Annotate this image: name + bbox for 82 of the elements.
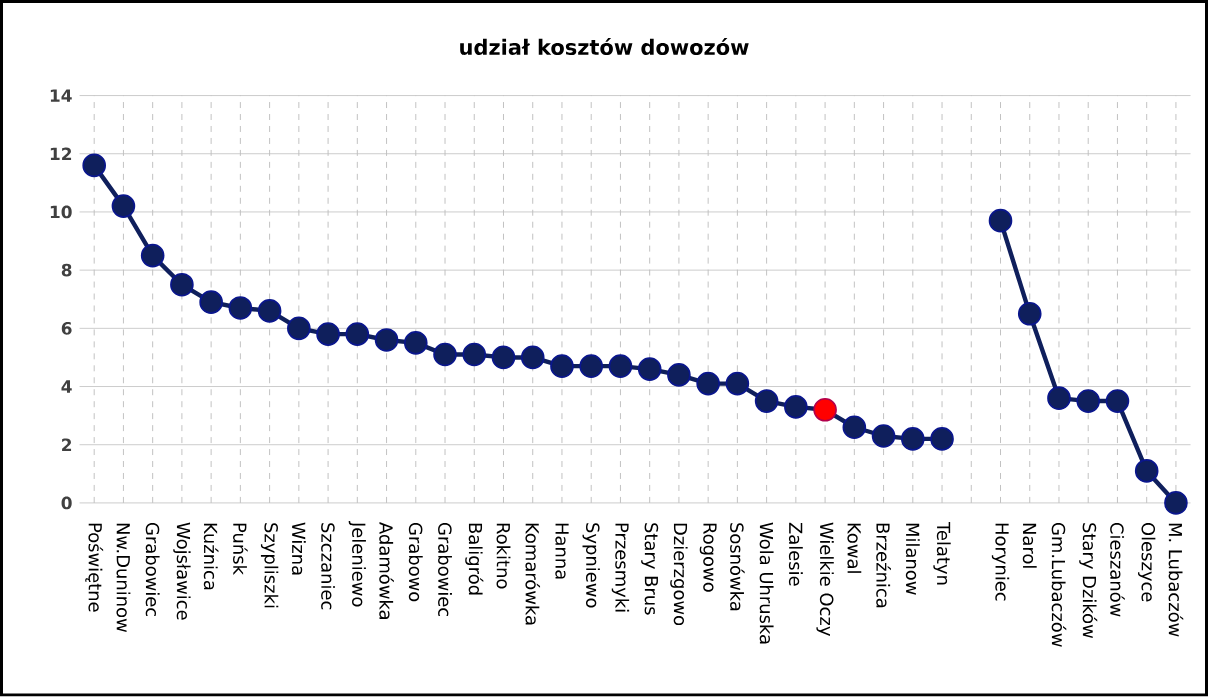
x-tick-label: Sypniewo xyxy=(582,523,600,608)
point xyxy=(637,357,662,382)
point xyxy=(871,424,896,448)
point xyxy=(667,363,691,387)
x-tick-label: Szczaniec xyxy=(321,523,336,610)
point xyxy=(696,372,720,396)
x-tick-label: Nw.Duninow xyxy=(116,523,131,633)
x-tick-label: Wojsławice xyxy=(173,522,191,620)
x-tick-label: Grabowiec xyxy=(145,523,160,617)
x-tick-label: Gm.Lubaczów xyxy=(1051,523,1067,647)
point xyxy=(1105,389,1130,414)
x-tick-label: Grabowiec xyxy=(438,523,452,617)
point xyxy=(900,427,925,451)
y-tick-label: 6 xyxy=(61,322,72,335)
y-tick-label: 4 xyxy=(61,380,72,393)
point xyxy=(784,395,808,419)
point xyxy=(813,398,837,422)
x-tick-label: Wielkie Oczy xyxy=(816,522,834,637)
point xyxy=(930,427,954,451)
x-tick-label: Puńsk xyxy=(233,523,248,576)
x-tick-label: Baligród xyxy=(465,523,484,595)
point xyxy=(1017,302,1042,326)
y-tick-label: 0 xyxy=(61,496,72,510)
x-tick-label: Szypliszki xyxy=(260,523,279,608)
y-tick-label: 14 xyxy=(50,89,72,102)
point xyxy=(579,354,604,379)
x-tick-label: Wizna xyxy=(291,522,306,575)
point xyxy=(1134,459,1159,483)
y-tick-label: 2 xyxy=(62,438,72,452)
point xyxy=(608,354,633,379)
point xyxy=(1076,389,1101,414)
x-tick-label: Stary Brus xyxy=(641,523,659,615)
point xyxy=(82,153,106,178)
point xyxy=(345,322,370,347)
x-tick-label: Dzierzgowo xyxy=(670,523,688,626)
point xyxy=(842,415,867,440)
y-tick-label: 8 xyxy=(61,263,72,277)
point xyxy=(374,328,399,352)
point xyxy=(228,296,253,320)
x-tick-label: Rokitno xyxy=(496,523,511,589)
point xyxy=(462,342,487,367)
point xyxy=(520,345,545,370)
x-tick-label: Narol xyxy=(1022,523,1037,568)
x-tick-label: Poświętne xyxy=(85,523,104,612)
chart-title: udział kosztów dowozów xyxy=(460,38,749,56)
x-tick-label: Zalesie xyxy=(788,522,803,586)
point xyxy=(316,322,340,347)
point xyxy=(433,342,457,367)
x-tick-label: Kowal xyxy=(847,523,862,574)
point xyxy=(403,331,428,355)
point xyxy=(170,273,194,297)
point xyxy=(1047,386,1071,411)
point xyxy=(988,209,1013,233)
x-tick-label: Milanow xyxy=(905,523,920,595)
point xyxy=(550,354,574,379)
point xyxy=(491,345,516,370)
point xyxy=(257,299,282,323)
x-tick-label: Telatyn xyxy=(933,522,951,585)
x-tick-label: Kuźnica xyxy=(203,523,219,590)
point xyxy=(140,243,165,268)
x-tick-label: Przesmyki xyxy=(611,523,630,612)
x-tick-label: Hanna xyxy=(555,523,569,579)
x-tick-label: Horyniec xyxy=(991,523,1010,601)
x-tick-label: Jeleniewo xyxy=(348,521,366,607)
point xyxy=(199,290,223,315)
point xyxy=(754,389,779,414)
x-tick-label: Stary Dzików xyxy=(1079,523,1098,639)
x-tick-label: Brzeźnica xyxy=(876,523,891,608)
point xyxy=(725,372,750,396)
x-tick-label: M. Lubaczów xyxy=(1168,523,1184,637)
x-tick-label: Sosnówka xyxy=(730,523,745,611)
x-tick-label: Komarówka xyxy=(525,523,541,625)
y-tick-label: 10 xyxy=(50,205,72,219)
x-tick-label: Rogowo xyxy=(699,523,717,592)
x-tick-label: Wola Uhruska xyxy=(759,522,774,644)
point xyxy=(111,194,136,219)
x-tick-label: Cieszanów xyxy=(1110,523,1125,617)
point xyxy=(287,316,311,341)
x-tick-label: Adamówka xyxy=(379,522,394,620)
x-tick-label: Grabowo xyxy=(408,523,423,602)
x-tick-label: Oleszyce xyxy=(1138,523,1156,602)
y-tick-label: 12 xyxy=(50,147,72,161)
